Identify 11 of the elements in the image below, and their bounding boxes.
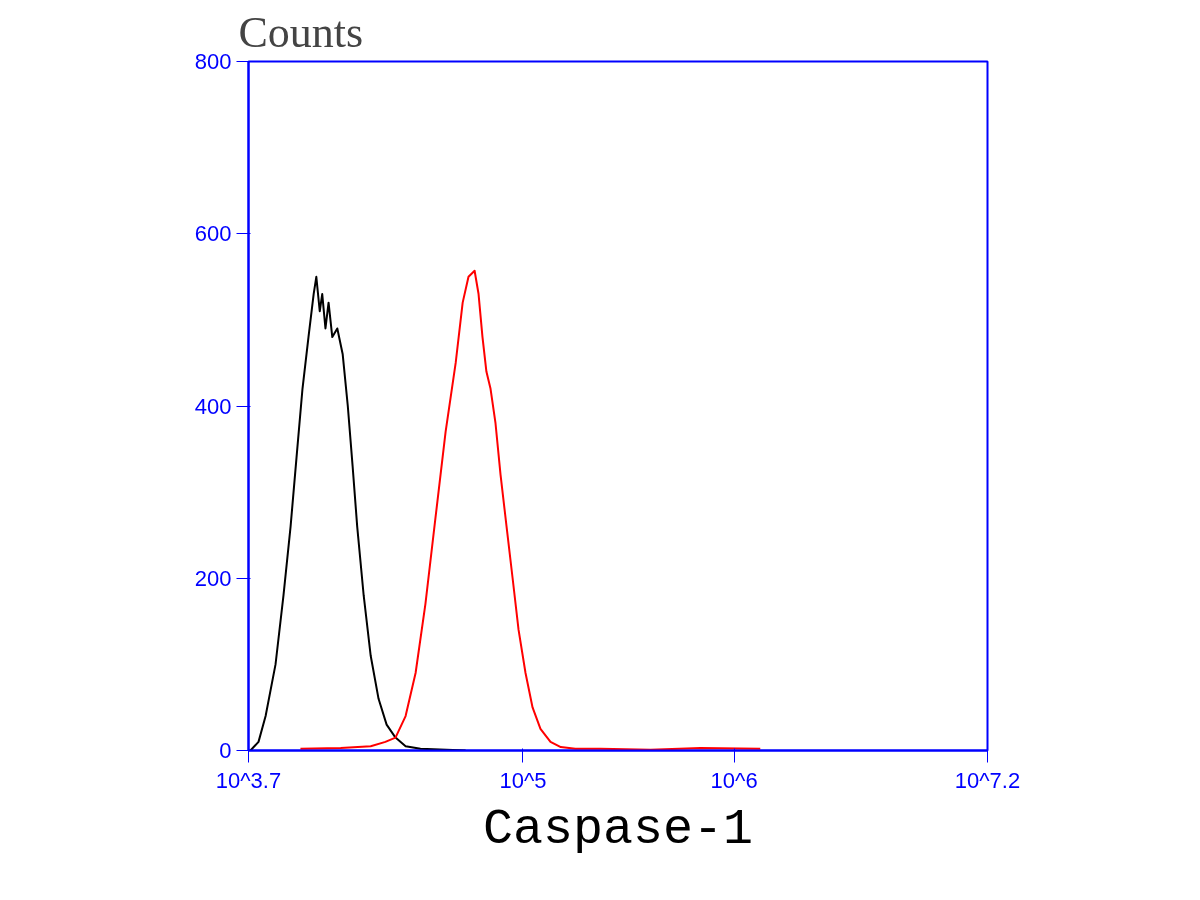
x-tick-label: 10^5: [499, 767, 547, 793]
y-tick-label: 200: [194, 565, 232, 591]
y-tick-label: 0: [219, 738, 232, 763]
x-tick-label: 10^6: [710, 767, 758, 793]
y-tick-label: 800: [194, 49, 232, 74]
chart-title: Counts: [238, 7, 364, 57]
x-tick-label: 10^7.2: [954, 767, 1021, 793]
y-tick-label: 600: [194, 221, 232, 247]
x-axis-title: Caspase-1: [482, 800, 754, 858]
y-tick-label: 400: [194, 393, 232, 419]
x-tick-label: 10^3.7: [215, 767, 282, 793]
